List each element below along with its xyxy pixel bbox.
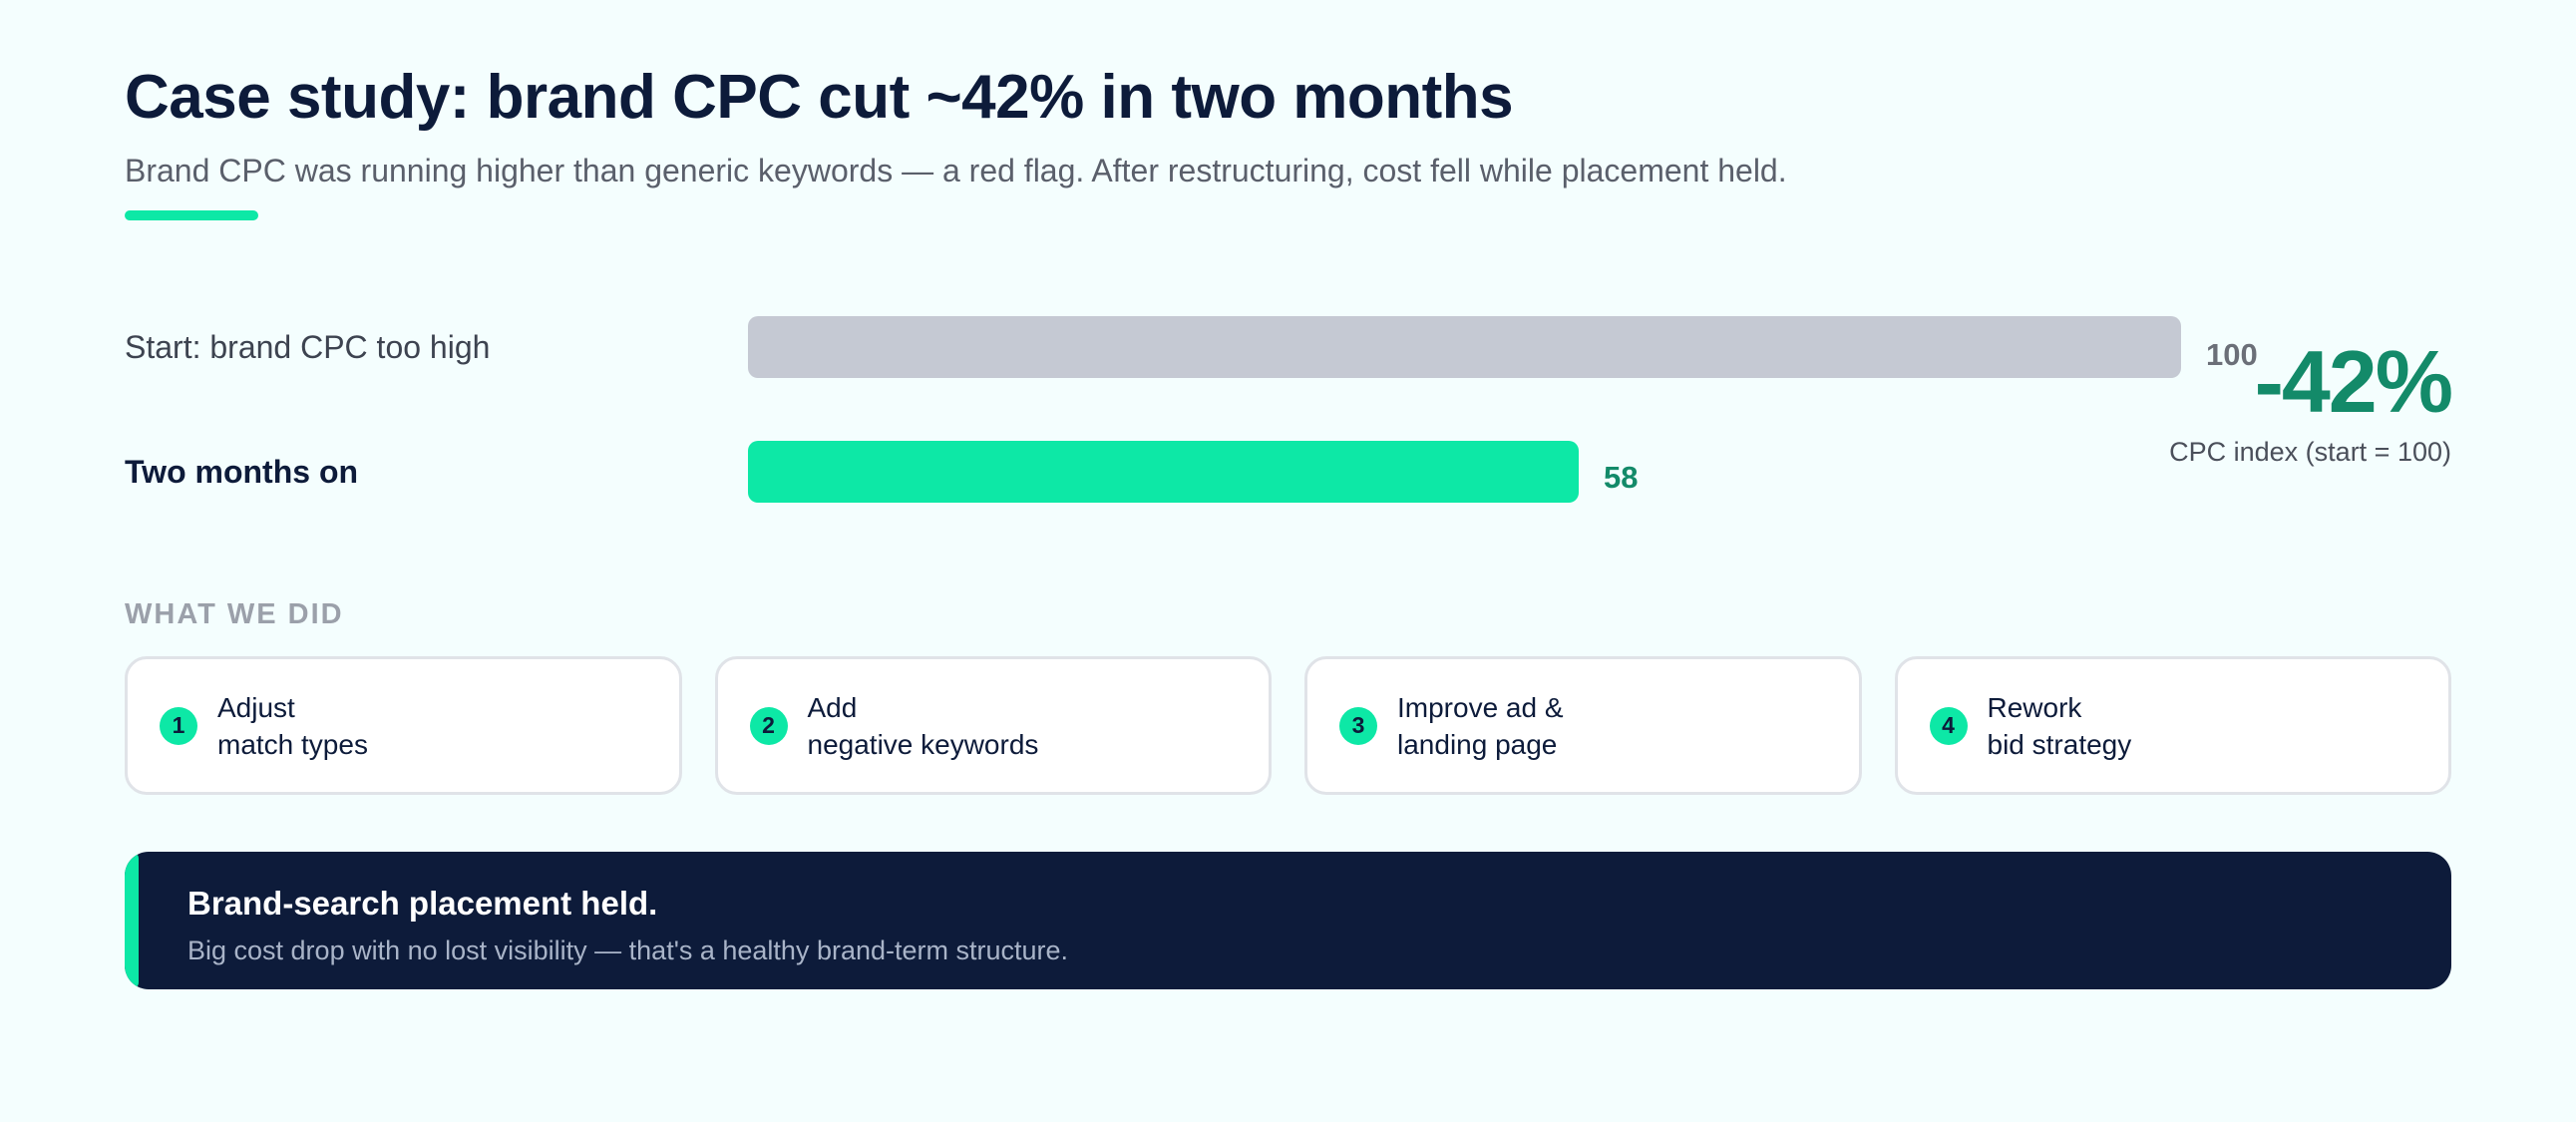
step-text-line1: Improve ad & [1397, 691, 1564, 723]
step-text: Improve ad & landing page [1397, 689, 1564, 763]
step-number-badge: 1 [160, 706, 197, 745]
change-percentage: -42% [2254, 332, 2453, 431]
bar-label-two-months: Two months on [125, 454, 359, 490]
steps-row: 1 Adjust match types 2 Add negative keyw… [125, 656, 2451, 795]
step-text-line1: Add [807, 691, 858, 723]
step-text-line1: Adjust [217, 691, 295, 723]
step-text: Rework bid strategy [1988, 689, 2132, 763]
bar-label-start: Start: brand CPC too high [125, 329, 491, 365]
step-text-line2: bid strategy [1987, 728, 2132, 760]
callout-body: Big cost drop with no lost visibility — … [187, 935, 1069, 965]
step-card: 1 Adjust match types [125, 656, 682, 795]
step-number-badge: 4 [1929, 706, 1968, 745]
step-text: Add negative keywords [808, 689, 1039, 763]
callout-headline: Brand-search placement held. [187, 885, 658, 922]
bar-two-months [748, 441, 1579, 503]
page-subtitle: Brand CPC was running higher than generi… [125, 153, 1787, 188]
result-callout: Brand-search placement held. Big cost dr… [125, 852, 2451, 989]
bar-track-two-months [748, 441, 1579, 503]
step-number-badge: 2 [749, 706, 788, 745]
step-text-line2: landing page [1397, 728, 1558, 760]
step-card: 4 Rework bid strategy [1894, 656, 2451, 795]
change-caption: CPC index (start = 100) [2169, 437, 2451, 467]
step-number-badge: 3 [1339, 706, 1377, 745]
step-text-line2: match types [217, 728, 368, 760]
step-card: 2 Add negative keywords [714, 656, 1272, 795]
step-card: 3 Improve ad & landing page [1304, 656, 1862, 795]
accent-rule [125, 210, 258, 220]
section-label-what-we-did: WHAT WE DID [125, 598, 344, 630]
bar-track-start [748, 316, 2181, 378]
page-title: Case study: brand CPC cut ~42% in two mo… [125, 63, 1514, 132]
callout-accent-edge [125, 852, 139, 989]
step-text-line2: negative keywords [807, 728, 1039, 760]
bar-start [748, 316, 2181, 378]
step-text: Adjust match types [217, 689, 368, 763]
bar-value-two-months: 58 [1604, 460, 1639, 495]
bar-value-start: 100 [2206, 337, 2258, 372]
step-text-line1: Rework [1987, 691, 2082, 723]
